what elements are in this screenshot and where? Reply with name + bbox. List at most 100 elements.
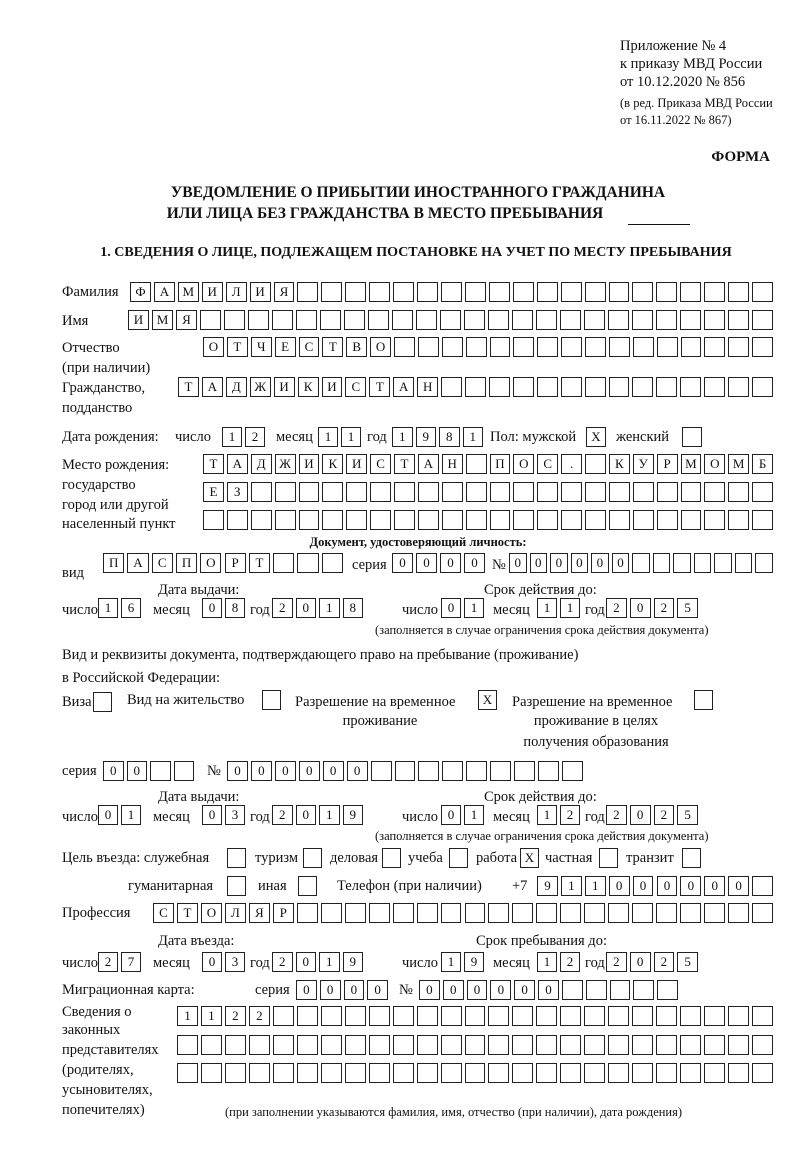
char-cell[interactable]: [416, 1006, 438, 1026]
char-cell[interactable]: [608, 337, 630, 357]
char-cell[interactable]: [224, 1063, 246, 1083]
char-cell[interactable]: 1: [392, 427, 413, 447]
char-cell[interactable]: [704, 310, 725, 330]
char-cell[interactable]: Р: [656, 454, 678, 474]
char-cell[interactable]: П: [175, 553, 198, 573]
char-cell[interactable]: [440, 903, 462, 923]
trp-edu-checkbox[interactable]: [694, 690, 716, 710]
char-cell[interactable]: [752, 1035, 773, 1055]
birth-place-cells[interactable]: [203, 510, 776, 530]
char-cell[interactable]: [488, 903, 510, 923]
char-cell[interactable]: [416, 1035, 438, 1055]
char-cell[interactable]: И: [298, 454, 320, 474]
char-cell[interactable]: [320, 1035, 342, 1055]
char-cell[interactable]: [369, 282, 391, 302]
char-cell[interactable]: [608, 1035, 630, 1055]
char-cell[interactable]: [440, 1063, 462, 1083]
char-cell[interactable]: [584, 1006, 606, 1026]
char-cell[interactable]: [680, 1035, 702, 1055]
char-cell[interactable]: [752, 282, 773, 302]
char-cell[interactable]: [537, 510, 559, 530]
char-cell[interactable]: [728, 482, 750, 502]
char-cell[interactable]: [632, 282, 654, 302]
char-cell[interactable]: 0: [514, 980, 536, 1000]
char-cell[interactable]: [513, 337, 535, 357]
char-cell[interactable]: [344, 1006, 366, 1026]
char-cell[interactable]: [394, 482, 415, 502]
char-cell[interactable]: [248, 310, 269, 330]
char-cell[interactable]: [561, 337, 582, 357]
char-cell[interactable]: 0: [490, 980, 512, 1000]
char-cell[interactable]: [297, 553, 319, 573]
char-cell[interactable]: 2: [606, 805, 627, 825]
char-cell[interactable]: [704, 510, 726, 530]
char-cell[interactable]: [416, 1063, 438, 1083]
char-cell[interactable]: К: [322, 454, 344, 474]
char-cell[interactable]: 2: [653, 598, 675, 618]
char-cell[interactable]: [272, 1006, 294, 1026]
char-cell[interactable]: [728, 282, 750, 302]
char-cell[interactable]: [466, 761, 488, 781]
char-cell[interactable]: [752, 337, 773, 357]
char-cell[interactable]: [441, 282, 462, 302]
char-cell[interactable]: [599, 848, 618, 868]
char-cell[interactable]: [752, 1063, 773, 1083]
char-cell[interactable]: [297, 282, 319, 302]
char-cell[interactable]: Т: [248, 553, 271, 573]
char-cell[interactable]: И: [346, 454, 368, 474]
purpose-business-checkbox[interactable]: [382, 848, 404, 868]
char-cell[interactable]: [584, 1063, 606, 1083]
char-cell[interactable]: [441, 377, 463, 397]
char-cell[interactable]: [465, 482, 487, 502]
char-cell[interactable]: И: [273, 377, 295, 397]
char-cell[interactable]: [704, 1063, 726, 1083]
char-cell[interactable]: [489, 337, 511, 357]
char-cell[interactable]: А: [226, 454, 248, 474]
char-cell[interactable]: [752, 510, 773, 530]
char-cell[interactable]: [382, 848, 401, 868]
char-cell[interactable]: 7: [121, 952, 141, 972]
char-cell[interactable]: [693, 553, 712, 573]
char-cell[interactable]: 1: [319, 805, 340, 825]
char-cell[interactable]: Е: [203, 482, 224, 502]
char-cell[interactable]: [417, 482, 439, 502]
char-cell[interactable]: 0: [704, 876, 726, 896]
char-cell[interactable]: 0: [629, 598, 651, 618]
char-cell[interactable]: [704, 377, 726, 397]
char-cell[interactable]: [560, 310, 581, 330]
char-cell[interactable]: Р: [272, 903, 294, 923]
char-cell[interactable]: Т: [203, 454, 224, 474]
char-cell[interactable]: [464, 1006, 486, 1026]
char-cell[interactable]: [632, 553, 650, 573]
char-cell[interactable]: 2: [272, 952, 293, 972]
char-cell[interactable]: [488, 1063, 510, 1083]
char-cell[interactable]: 0: [367, 980, 388, 1000]
char-cell[interactable]: [536, 903, 558, 923]
char-cell[interactable]: 1: [319, 598, 340, 618]
char-cell[interactable]: [321, 282, 343, 302]
char-cell[interactable]: [536, 1063, 558, 1083]
char-cell[interactable]: О: [203, 337, 224, 357]
char-cell[interactable]: О: [370, 337, 391, 357]
char-cell[interactable]: [272, 1063, 294, 1083]
char-cell[interactable]: [656, 1063, 678, 1083]
char-cell[interactable]: 0: [570, 553, 589, 573]
char-cell[interactable]: [538, 761, 560, 781]
char-cell[interactable]: 0: [274, 761, 296, 781]
char-cell[interactable]: [173, 761, 194, 781]
char-cell[interactable]: О: [200, 903, 222, 923]
char-cell[interactable]: 0: [126, 761, 147, 781]
char-cell[interactable]: 0: [608, 876, 630, 896]
char-cell[interactable]: [714, 553, 732, 573]
purpose-transit-checkbox[interactable]: [682, 848, 704, 868]
char-cell[interactable]: 2: [272, 805, 293, 825]
char-cell[interactable]: [368, 903, 390, 923]
char-cell[interactable]: [585, 482, 606, 502]
char-cell[interactable]: [585, 454, 606, 474]
char-cell[interactable]: 0: [632, 876, 654, 896]
char-cell[interactable]: [464, 1063, 486, 1083]
